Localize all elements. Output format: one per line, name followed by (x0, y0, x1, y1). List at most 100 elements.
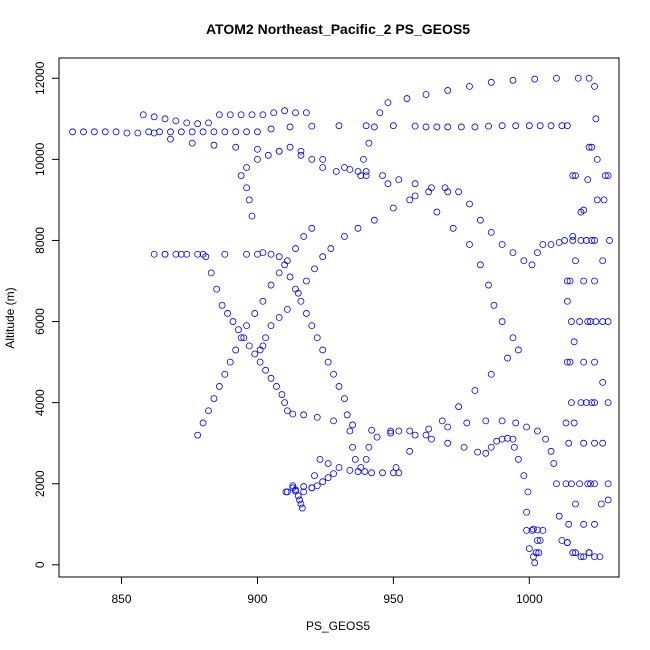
data-point (199, 128, 207, 136)
data-point (534, 537, 541, 544)
data-point (319, 346, 327, 354)
data-point (534, 427, 541, 435)
data-point (482, 417, 490, 425)
data-point (365, 443, 373, 451)
data-point (509, 249, 517, 257)
data-point (161, 250, 169, 258)
data-point (248, 111, 256, 119)
data-point (254, 155, 261, 163)
data-point (568, 480, 575, 488)
data-point (525, 545, 533, 553)
plot-frame (58, 57, 620, 578)
data-point (267, 322, 275, 330)
data-point (406, 427, 414, 435)
data-point (592, 115, 600, 123)
data-point (237, 334, 245, 342)
data-point (539, 241, 547, 248)
data-point (411, 192, 419, 200)
data-point (259, 111, 267, 119)
data-point (300, 233, 308, 240)
data-point (259, 249, 267, 257)
data-point (474, 448, 482, 456)
data-point (302, 109, 310, 117)
data-point (387, 427, 395, 435)
data-point (529, 525, 537, 533)
data-point (406, 196, 414, 204)
data-point (289, 410, 297, 418)
data-point (580, 553, 588, 561)
data-point (604, 318, 612, 325)
data-point (267, 374, 275, 382)
data-point (534, 249, 541, 257)
y-tick-label: 4000 (33, 389, 47, 416)
data-point (602, 172, 609, 179)
data-point (531, 75, 539, 83)
data-point (466, 82, 473, 90)
data-point (292, 109, 299, 117)
data-point (536, 537, 544, 544)
data-point (281, 399, 289, 407)
data-point (485, 281, 492, 289)
data-point (539, 526, 547, 534)
data-point (444, 87, 452, 94)
data-point (205, 119, 212, 127)
data-point (349, 443, 356, 451)
data-point (553, 74, 560, 82)
data-point (341, 395, 348, 402)
data-point (528, 261, 536, 269)
data-point (455, 403, 463, 411)
data-point (354, 224, 362, 232)
data-point (487, 370, 495, 378)
data-point (330, 417, 337, 425)
data-point (213, 285, 221, 293)
data-point (351, 456, 359, 463)
data-point (267, 125, 275, 133)
data-point (577, 399, 585, 407)
data-point (311, 265, 318, 273)
data-point (487, 78, 495, 86)
data-point (370, 216, 378, 224)
data-point (422, 91, 430, 98)
data-point (422, 123, 430, 131)
data-point (354, 468, 362, 475)
data-point (572, 172, 579, 179)
data-point (313, 482, 321, 490)
data-point (572, 500, 579, 508)
data-point (498, 241, 506, 248)
data-point (403, 95, 411, 102)
data-point (282, 488, 290, 496)
data-point (582, 237, 590, 244)
data-point (207, 269, 215, 277)
data-point (561, 237, 569, 244)
data-point (563, 358, 571, 366)
data-point (215, 111, 223, 119)
data-point (588, 143, 596, 151)
data-point (580, 520, 588, 528)
data-point (156, 128, 163, 136)
data-point (395, 469, 403, 477)
data-point (379, 172, 386, 179)
data-point (362, 456, 370, 463)
data-point (576, 318, 583, 325)
data-point (569, 172, 577, 179)
data-point (574, 74, 582, 82)
data-point (591, 277, 598, 285)
data-point (243, 128, 250, 136)
data-point (591, 520, 598, 528)
data-point (248, 212, 256, 220)
data-point (273, 383, 280, 390)
data-point (332, 168, 340, 175)
y-tick-label: 10000 (33, 142, 47, 176)
data-point (433, 208, 441, 216)
data-point (604, 480, 612, 488)
data-point (210, 128, 218, 136)
data-point (504, 354, 511, 362)
data-point (444, 123, 452, 131)
data-point (226, 111, 234, 119)
data-point (536, 122, 544, 130)
data-point (572, 257, 579, 265)
data-point (199, 250, 207, 258)
data-point (194, 250, 202, 258)
data-point (587, 318, 594, 325)
data-point (591, 553, 598, 561)
